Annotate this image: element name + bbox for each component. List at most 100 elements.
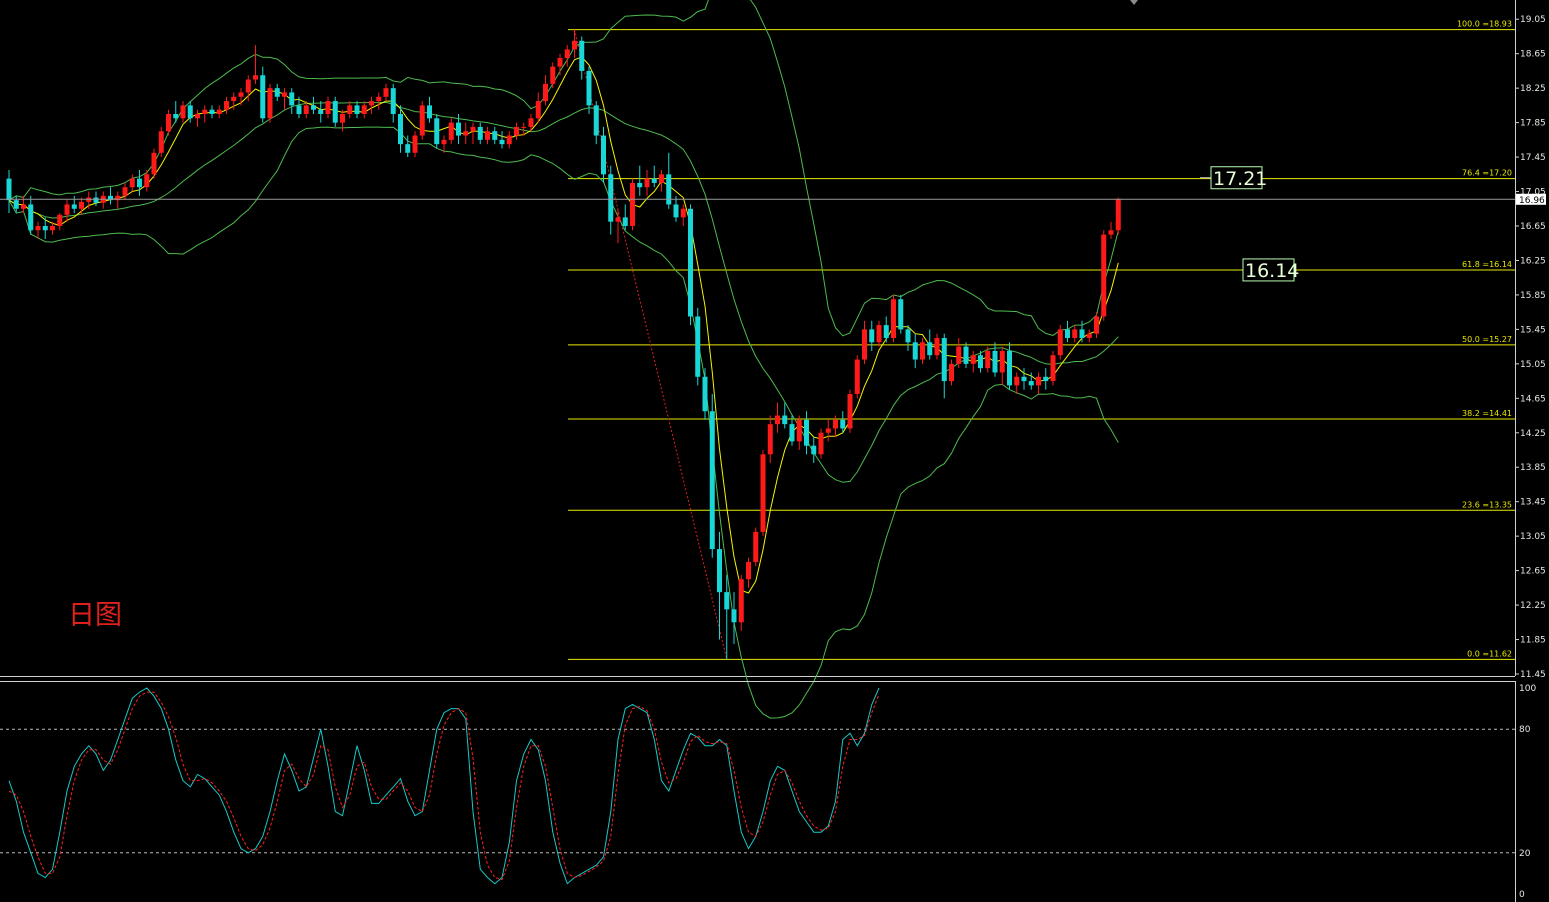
candle-body [978, 355, 983, 369]
candle-body [514, 126, 519, 136]
candle-body [927, 342, 933, 356]
price-tag-box [1242, 258, 1295, 282]
candle-body [1050, 355, 1056, 382]
candle-body [1014, 376, 1020, 386]
candle-body [680, 208, 686, 218]
candle-body [303, 105, 309, 114]
window-marker-icon[interactable] [1130, 0, 1138, 5]
candle-body [376, 96, 382, 102]
candle-body [434, 118, 440, 145]
stochastic-levels [0, 728, 1515, 854]
candle-body [796, 419, 802, 442]
candle-body [347, 105, 353, 114]
candle-body [499, 139, 505, 145]
candle-body [789, 424, 795, 442]
candle-body [158, 131, 164, 153]
candle-body [579, 40, 585, 71]
candle-body [521, 126, 527, 128]
candle-body [1115, 199, 1121, 231]
candle-body [833, 419, 838, 429]
candle-body [369, 101, 374, 106]
bollinger-upper-band [8, 0, 1119, 337]
candle-body [332, 101, 338, 123]
candle-body [840, 419, 846, 429]
candle-body [941, 338, 947, 382]
candle-body [477, 126, 483, 140]
candle-body [180, 105, 186, 119]
candle-body [354, 105, 360, 114]
candle-body [398, 114, 403, 145]
price-axis-tick-label: 12.25 [1520, 601, 1546, 611]
price-axis-tick-label: 17.45 [1520, 153, 1546, 163]
price-axis-tick-label: 16.65 [1520, 222, 1546, 232]
candle-body [79, 201, 84, 209]
stochastic-axis-tick-label: 0 [1519, 890, 1525, 900]
candle-body [999, 350, 1005, 373]
candle-body [419, 105, 425, 136]
price-tags: 17.21 16.14 [1200, 166, 1299, 282]
candle-body [825, 428, 831, 433]
candle-body [564, 49, 570, 58]
price-axis-tick-label: 13.45 [1520, 498, 1546, 508]
price-axis-tick-label: 14.65 [1520, 394, 1546, 404]
candle-body [651, 178, 657, 183]
fib-level-label: 38.2 =14.41 [1462, 409, 1512, 418]
fib-level-label: 23.6 =13.35 [1462, 500, 1512, 509]
candle-body [13, 200, 19, 209]
candle-body [166, 114, 171, 132]
candle-body [463, 131, 469, 136]
candle-body [970, 355, 976, 364]
price-axis-tick-label: 18.25 [1520, 84, 1546, 94]
candle-body [390, 88, 396, 114]
candle-body [695, 316, 701, 377]
candle-body [151, 152, 157, 175]
main-panel: 100.0 =18.93 76.4 =17.20 61.8 =16.14 50.0 =… [0, 0, 1546, 719]
bollinger-lower-band [8, 126, 1119, 719]
candle-body [644, 178, 650, 188]
current-price-marker: 16.96 [1516, 193, 1546, 206]
candle-body [405, 144, 411, 153]
candle-body [1079, 329, 1085, 338]
candle-body [1065, 329, 1070, 338]
candle-body [209, 109, 215, 114]
candle-body [253, 75, 258, 80]
candle-body [144, 174, 150, 188]
fib-level-label: 76.4 =17.20 [1462, 169, 1512, 178]
price-axis-tick-label: 18.65 [1520, 50, 1546, 60]
candle-body [912, 342, 918, 360]
bollinger-bands [8, 0, 1119, 719]
candle-body [746, 562, 751, 580]
stochastic-d-line [8, 691, 880, 881]
candle-body [1021, 376, 1027, 382]
candle-body [187, 105, 193, 119]
candle-body [883, 325, 889, 338]
candle-body [64, 204, 70, 215]
candle-body [427, 105, 432, 119]
candle-body [738, 579, 744, 623]
fib-level-label: 0.0 =11.62 [1467, 649, 1512, 658]
candle-body [1007, 350, 1012, 386]
candle-body [1043, 376, 1049, 382]
candle-body [42, 226, 48, 231]
candle-body [572, 40, 577, 50]
price-tag-label: 17.21 [1213, 168, 1267, 190]
price-axis-tick-label: 12.65 [1520, 567, 1546, 577]
candle-body [1094, 316, 1099, 334]
price-axis-ticks: 19.05 18.65 18.25 17.85 17.45 17.05 16.65 16.25… [1515, 15, 1546, 680]
price-axis-tick-label: 15.05 [1520, 360, 1546, 370]
candle-body [108, 195, 113, 201]
candle-body [6, 178, 12, 201]
candle-body [891, 299, 896, 338]
candle-body [724, 592, 730, 610]
candle-body [847, 394, 853, 429]
price-axis-tick-label: 13.85 [1520, 463, 1546, 473]
candle-body [1101, 234, 1107, 317]
candle-body [622, 217, 628, 226]
candle-body [862, 329, 867, 360]
candle-body [963, 346, 969, 364]
candle-body [869, 329, 875, 343]
candle-body [238, 92, 244, 97]
candle-body [195, 114, 200, 119]
candle-body [282, 92, 287, 97]
candle-body [992, 350, 998, 373]
